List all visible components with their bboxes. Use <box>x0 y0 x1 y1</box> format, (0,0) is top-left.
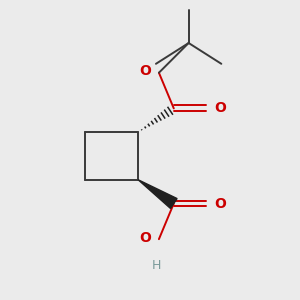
Text: O: O <box>214 101 226 116</box>
Text: O: O <box>214 196 226 211</box>
Text: O: O <box>140 231 152 245</box>
Polygon shape <box>138 180 177 208</box>
Text: O: O <box>140 64 152 78</box>
Text: H: H <box>151 260 160 272</box>
